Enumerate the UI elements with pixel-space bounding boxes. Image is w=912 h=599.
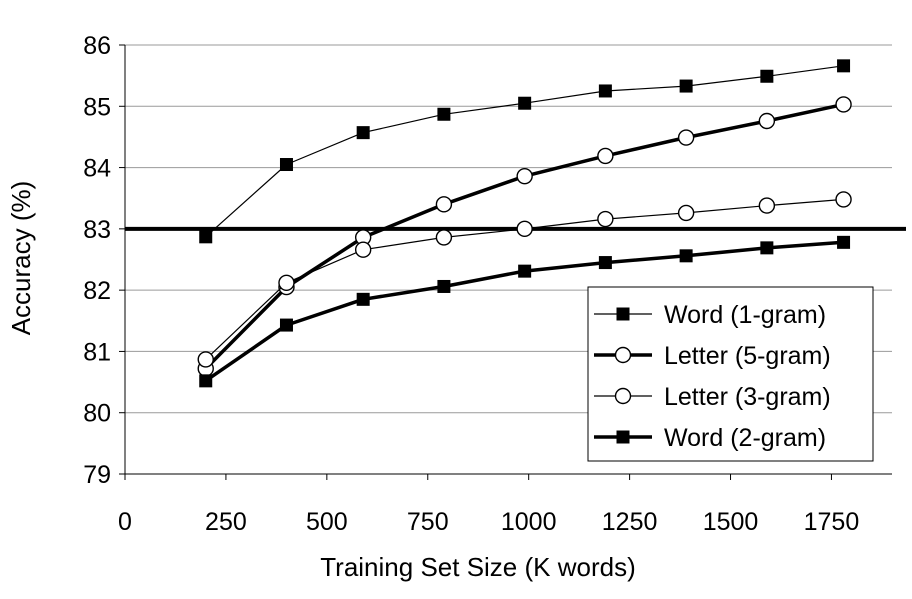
x-tick-label: 0 bbox=[118, 508, 132, 536]
circle-marker bbox=[835, 191, 852, 208]
square-marker bbox=[356, 126, 370, 140]
x-axis-title: Training Set Size (K words) bbox=[320, 552, 635, 582]
circle-marker bbox=[516, 220, 533, 238]
square-marker bbox=[518, 96, 532, 110]
circle-marker bbox=[516, 167, 533, 185]
y-tick-label: 82 bbox=[83, 277, 111, 305]
legend: Word (1-gram) Letter (5-gram) Letter (3-gr… bbox=[587, 286, 874, 462]
square-marker bbox=[437, 279, 451, 293]
legend-label: Letter (3-gram) bbox=[664, 383, 831, 411]
y-tick-label: 85 bbox=[83, 93, 111, 121]
y-tick-label: 81 bbox=[83, 338, 111, 366]
circle-marker bbox=[354, 241, 372, 258]
y-axis-title: Accuracy (%) bbox=[6, 181, 36, 336]
circle-marker bbox=[677, 204, 695, 222]
x-tick-label: 500 bbox=[306, 508, 348, 536]
square-marker bbox=[279, 158, 293, 172]
square-marker bbox=[518, 264, 532, 278]
y-tick-label: 86 bbox=[83, 32, 111, 60]
circle-marker bbox=[435, 196, 453, 213]
y-tick-label: 80 bbox=[83, 400, 111, 428]
square-marker bbox=[199, 374, 213, 388]
square-marker bbox=[437, 107, 451, 121]
y-tick-label: 84 bbox=[83, 155, 111, 183]
x-tick-label: 1500 bbox=[703, 508, 759, 536]
circle-marker bbox=[197, 351, 214, 368]
square-marker bbox=[279, 318, 293, 332]
square-marker bbox=[616, 307, 630, 321]
series-1 bbox=[197, 96, 852, 377]
series-2 bbox=[197, 191, 852, 368]
series-3 bbox=[199, 235, 851, 388]
series-line bbox=[205, 65, 844, 238]
square-marker bbox=[837, 59, 851, 73]
legend-label: Letter (5-gram) bbox=[664, 342, 831, 370]
series-0 bbox=[199, 59, 851, 244]
x-tick-label: 1250 bbox=[602, 508, 658, 536]
circle-marker bbox=[614, 387, 632, 405]
square-marker bbox=[199, 230, 213, 244]
square-marker bbox=[679, 79, 693, 93]
legend-label: Word (1-gram) bbox=[664, 301, 826, 329]
circle-marker bbox=[597, 210, 614, 228]
square-marker bbox=[356, 292, 370, 306]
square-marker bbox=[760, 241, 774, 255]
circle-marker bbox=[758, 112, 776, 130]
square-marker bbox=[760, 69, 774, 83]
x-tick-label: 750 bbox=[407, 508, 449, 536]
square-marker bbox=[598, 84, 612, 98]
circle-marker bbox=[435, 229, 453, 246]
square-marker bbox=[598, 256, 612, 270]
legend-label: Word (2-gram) bbox=[664, 424, 826, 452]
x-tick-label: 1750 bbox=[804, 508, 860, 536]
circle-marker bbox=[278, 274, 295, 291]
x-tick-label: 1000 bbox=[501, 508, 557, 536]
legend-box bbox=[587, 286, 874, 462]
square-marker bbox=[616, 430, 630, 444]
circle-marker bbox=[597, 147, 614, 165]
x-tick-label: 250 bbox=[205, 508, 247, 536]
square-marker bbox=[837, 235, 851, 249]
y-tick-label: 83 bbox=[83, 216, 111, 244]
circle-marker bbox=[677, 129, 695, 146]
square-marker bbox=[679, 249, 693, 263]
circle-marker bbox=[835, 96, 852, 113]
y-tick-label: 79 bbox=[83, 461, 111, 489]
circle-marker bbox=[614, 346, 632, 364]
series-layer bbox=[197, 59, 852, 388]
circle-marker bbox=[758, 197, 776, 214]
axes: 79 80 81 82 83 84 85 86 0 250 500 750 1000 1250 1500 17… bbox=[83, 32, 892, 536]
